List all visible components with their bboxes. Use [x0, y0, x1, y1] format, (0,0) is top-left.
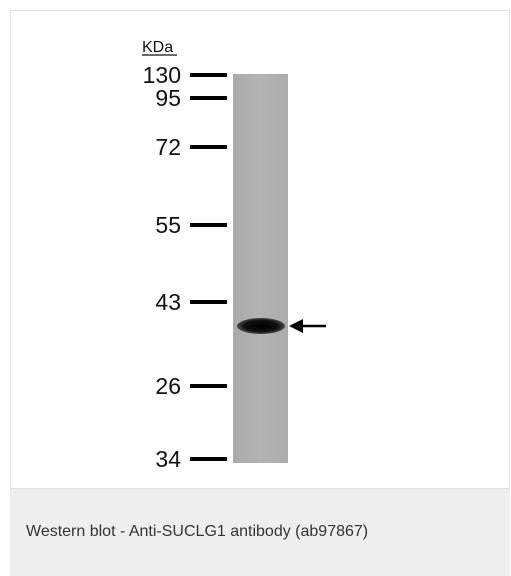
marker-label-130: 130 [143, 62, 181, 88]
caption-bar: Western blot - Anti-SUCLG1 antibody (ab9… [10, 488, 510, 576]
western-blot-image: KDa 130 95 72 55 43 26 34 [142, 39, 326, 472]
arrow-left-icon [289, 319, 326, 333]
marker-label-34: 34 [155, 446, 181, 472]
marker-label-72: 72 [155, 134, 181, 160]
marker-ticks [190, 73, 227, 461]
figure-panel: KDa 130 95 72 55 43 26 34 [10, 10, 510, 488]
marker-label-43: 43 [155, 289, 181, 315]
protein-band [237, 318, 285, 334]
marker-label-26: 26 [155, 373, 181, 399]
blot-lane [233, 74, 288, 463]
figure-caption: Western blot - Anti-SUCLG1 antibody (ab9… [26, 523, 369, 540]
marker-label-55: 55 [155, 212, 181, 238]
marker-label-95: 95 [155, 85, 181, 111]
unit-label: KDa [142, 39, 173, 56]
